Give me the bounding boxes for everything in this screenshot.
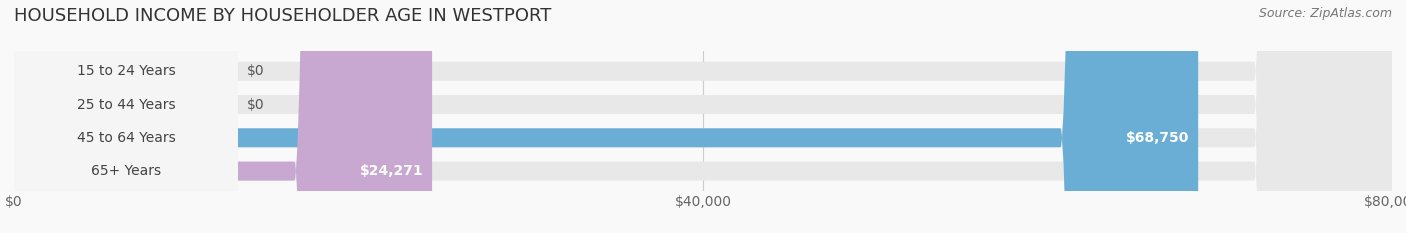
FancyBboxPatch shape — [14, 0, 238, 233]
Text: $0: $0 — [246, 98, 264, 112]
FancyBboxPatch shape — [14, 0, 238, 233]
Text: 15 to 24 Years: 15 to 24 Years — [77, 64, 176, 78]
FancyBboxPatch shape — [14, 0, 1392, 233]
Text: Source: ZipAtlas.com: Source: ZipAtlas.com — [1258, 7, 1392, 20]
FancyBboxPatch shape — [14, 0, 1198, 233]
FancyBboxPatch shape — [14, 0, 238, 233]
Text: HOUSEHOLD INCOME BY HOUSEHOLDER AGE IN WESTPORT: HOUSEHOLD INCOME BY HOUSEHOLDER AGE IN W… — [14, 7, 551, 25]
Text: 65+ Years: 65+ Years — [91, 164, 162, 178]
FancyBboxPatch shape — [14, 0, 432, 233]
FancyBboxPatch shape — [14, 0, 1392, 233]
Text: 45 to 64 Years: 45 to 64 Years — [77, 131, 176, 145]
FancyBboxPatch shape — [14, 0, 1392, 233]
Text: $24,271: $24,271 — [360, 164, 423, 178]
Text: $0: $0 — [246, 64, 264, 78]
FancyBboxPatch shape — [14, 0, 1392, 233]
Text: $68,750: $68,750 — [1126, 131, 1189, 145]
FancyBboxPatch shape — [14, 0, 238, 233]
Text: 25 to 44 Years: 25 to 44 Years — [77, 98, 176, 112]
